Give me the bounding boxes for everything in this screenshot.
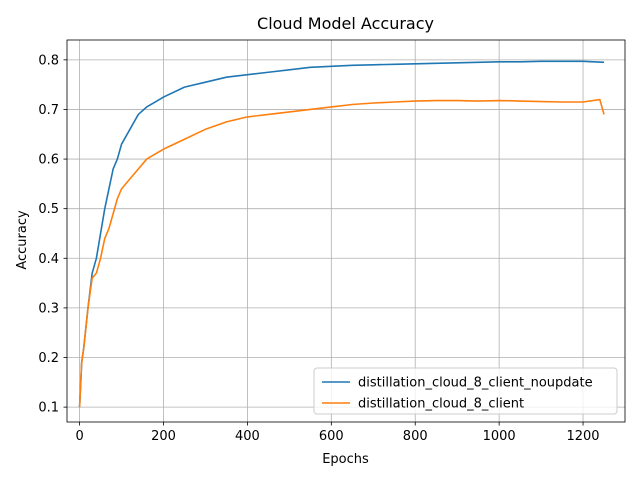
y-tick-label: 0.7 [38,103,59,118]
axes-frame [66,39,626,423]
legend-label: distillation_cloud_8_client [358,397,524,412]
x-tick-label: 200 [151,429,176,444]
legend-label: distillation_cloud_8_client_noupdate [358,376,593,391]
x-tick-label: 0 [75,429,83,444]
y-tick-label: 0.2 [38,351,59,366]
y-tick-label: 0.8 [38,53,59,68]
x-tick-label: 1000 [483,429,516,444]
axes-background [67,40,625,422]
y-tick-label: 0.1 [38,401,59,416]
y-tick-label: 0.4 [38,252,59,267]
y-axis-label: Accuracy [15,210,30,270]
x-tick-label: 1200 [566,429,599,444]
x-tick-label: 800 [403,429,428,444]
series-line-1 [78,98,605,408]
legend: distillation_cloud_8_client_noupdatedist… [313,367,618,415]
legend-box [313,367,618,415]
chart-title: Cloud Model Accuracy [257,14,434,33]
y-tick-label: 0.6 [38,153,59,168]
plot-area: 0 200 400 600 800 1000 1200 0.1 0.2 0.3 0.4 0.5 0.6 0… [38,39,626,444]
x-axis-label: Epochs [322,452,369,467]
x-tick-label: 600 [319,429,344,444]
series-line-0 [78,60,605,408]
y-tick-label: 0.3 [38,301,59,316]
x-tick-label: 400 [235,429,260,444]
y-tick-label: 0.5 [38,202,59,217]
